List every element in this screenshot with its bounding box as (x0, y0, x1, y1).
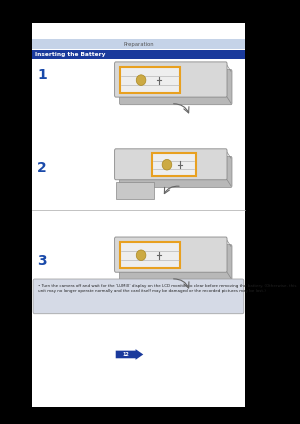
FancyBboxPatch shape (115, 149, 227, 180)
FancyBboxPatch shape (120, 156, 232, 187)
FancyBboxPatch shape (33, 279, 244, 314)
Text: Inserting the Battery: Inserting the Battery (35, 52, 106, 57)
FancyArrow shape (116, 349, 143, 360)
FancyBboxPatch shape (120, 70, 232, 105)
Text: 3: 3 (37, 254, 47, 268)
Ellipse shape (136, 250, 146, 260)
Text: 1: 1 (37, 68, 47, 82)
Text: Preparation: Preparation (123, 42, 154, 47)
FancyBboxPatch shape (115, 62, 227, 97)
Ellipse shape (136, 75, 146, 86)
FancyBboxPatch shape (120, 242, 181, 268)
Text: 12: 12 (122, 352, 129, 357)
FancyBboxPatch shape (32, 50, 245, 59)
FancyBboxPatch shape (120, 245, 232, 280)
Text: • Turn the camera off and wait for the ‘LUMIX’ display on the LCD monitor to cle: • Turn the camera off and wait for the ‘… (38, 284, 296, 293)
FancyBboxPatch shape (120, 67, 181, 93)
Text: 2: 2 (37, 161, 47, 175)
FancyBboxPatch shape (32, 23, 245, 407)
FancyBboxPatch shape (115, 237, 227, 272)
FancyBboxPatch shape (116, 182, 154, 199)
Ellipse shape (162, 159, 172, 170)
FancyBboxPatch shape (152, 153, 196, 176)
FancyBboxPatch shape (32, 39, 245, 49)
